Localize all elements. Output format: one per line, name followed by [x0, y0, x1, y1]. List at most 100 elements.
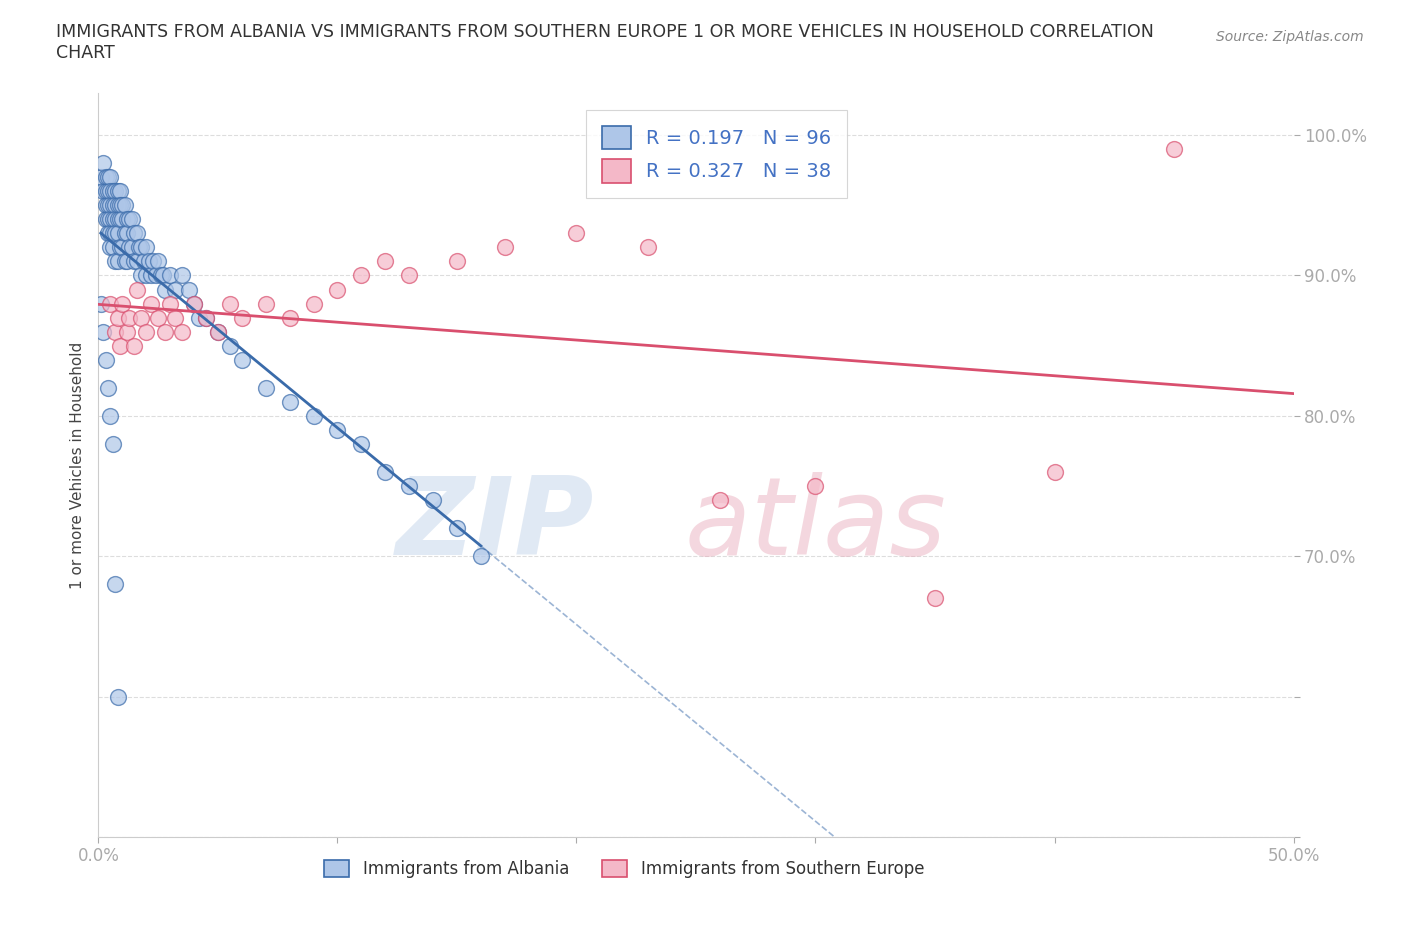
- Point: [98, 226, 122, 241]
- Point: [98, 170, 122, 185]
- Point: [125, 226, 148, 241]
- Point: [804, 479, 827, 494]
- Point: [97, 170, 120, 185]
- Point: [132, 254, 155, 269]
- Point: [108, 198, 131, 213]
- Point: [111, 198, 134, 213]
- Point: [111, 240, 134, 255]
- Point: [155, 325, 177, 339]
- Point: [94, 170, 117, 185]
- Point: [422, 493, 444, 508]
- Point: [207, 325, 229, 339]
- Point: [108, 339, 131, 353]
- Point: [231, 311, 253, 325]
- Point: [115, 212, 138, 227]
- Point: [104, 184, 127, 199]
- Text: CHART: CHART: [56, 44, 115, 61]
- Point: [107, 254, 129, 269]
- Point: [91, 155, 114, 170]
- Point: [637, 240, 659, 255]
- Point: [1163, 141, 1185, 156]
- Point: [115, 226, 138, 241]
- Point: [98, 408, 122, 423]
- Point: [398, 268, 420, 283]
- Point: [145, 268, 167, 283]
- Point: [124, 226, 146, 241]
- Text: IMMIGRANTS FROM ALBANIA VS IMMIGRANTS FROM SOUTHERN EUROPE 1 OR MORE VEHICLES IN: IMMIGRANTS FROM ALBANIA VS IMMIGRANTS FR…: [56, 23, 1154, 41]
- Point: [207, 325, 229, 339]
- Point: [219, 339, 242, 353]
- Point: [148, 311, 170, 325]
- Point: [97, 226, 120, 241]
- Point: [90, 296, 112, 311]
- Point: [131, 268, 153, 283]
- Point: [94, 352, 117, 367]
- Point: [108, 240, 131, 255]
- Point: [195, 311, 218, 325]
- Point: [104, 198, 127, 213]
- Point: [98, 198, 122, 213]
- Point: [118, 311, 141, 325]
- Point: [172, 268, 194, 283]
- Point: [98, 184, 122, 199]
- Point: [326, 422, 349, 437]
- Point: [94, 198, 117, 213]
- Point: [326, 282, 349, 297]
- Point: [107, 198, 129, 213]
- Point: [97, 198, 120, 213]
- Point: [135, 268, 157, 283]
- Point: [97, 212, 120, 227]
- Point: [108, 212, 131, 227]
- Point: [104, 577, 127, 591]
- Point: [179, 282, 201, 297]
- Point: [159, 296, 181, 311]
- Point: [111, 212, 134, 227]
- Point: [101, 226, 124, 241]
- Point: [107, 184, 129, 199]
- Point: [195, 311, 218, 325]
- Point: [97, 380, 120, 395]
- Point: [131, 240, 153, 255]
- Point: [302, 296, 325, 311]
- Point: [101, 184, 124, 199]
- Point: [374, 465, 396, 480]
- Point: [494, 240, 516, 255]
- Point: [139, 296, 162, 311]
- Point: [97, 184, 120, 199]
- Point: [104, 212, 127, 227]
- Point: [101, 436, 124, 451]
- Point: [135, 325, 157, 339]
- Point: [107, 689, 129, 704]
- Point: [94, 212, 117, 227]
- Text: ZIP: ZIP: [396, 472, 595, 578]
- Point: [98, 212, 122, 227]
- Point: [98, 240, 122, 255]
- Point: [155, 282, 177, 297]
- Point: [101, 240, 124, 255]
- Point: [121, 212, 143, 227]
- Point: [709, 493, 731, 508]
- Point: [231, 352, 253, 367]
- Point: [278, 394, 301, 409]
- Point: [104, 325, 127, 339]
- Point: [107, 212, 129, 227]
- Text: atlas: atlas: [685, 472, 946, 577]
- Point: [98, 296, 122, 311]
- Point: [104, 254, 127, 269]
- Point: [124, 339, 146, 353]
- Point: [104, 226, 127, 241]
- Point: [183, 296, 205, 311]
- Point: [148, 254, 170, 269]
- Point: [91, 184, 114, 199]
- Point: [101, 212, 124, 227]
- Point: [398, 479, 420, 494]
- Point: [125, 254, 148, 269]
- Point: [108, 184, 131, 199]
- Point: [142, 254, 165, 269]
- Point: [107, 311, 129, 325]
- Point: [187, 311, 209, 325]
- Legend: Immigrants from Albania, Immigrants from Southern Europe: Immigrants from Albania, Immigrants from…: [318, 853, 931, 884]
- Point: [124, 254, 146, 269]
- Point: [118, 240, 141, 255]
- Point: [254, 380, 277, 395]
